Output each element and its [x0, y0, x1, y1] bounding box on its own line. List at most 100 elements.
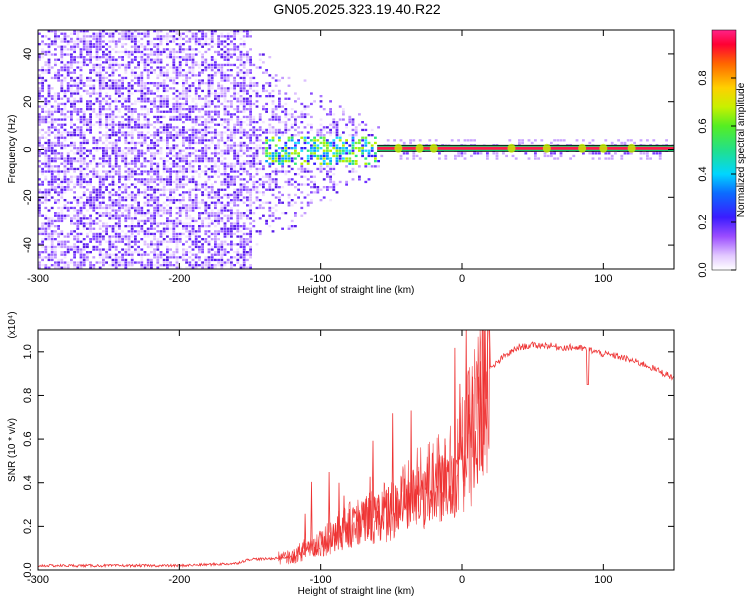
heat-cell	[294, 225, 297, 228]
heat-cell	[60, 147, 64, 150]
heat-cell	[57, 183, 60, 186]
heat-cell	[121, 92, 124, 95]
heat-cell	[70, 188, 73, 191]
heat-cell	[246, 227, 249, 230]
heat-cell	[252, 162, 256, 165]
heat-cell	[207, 157, 211, 160]
heat-cell	[434, 139, 438, 142]
heat-cell	[172, 139, 176, 142]
heat-cell	[156, 66, 160, 69]
heat-cell	[290, 199, 294, 202]
heat-cell	[262, 121, 265, 124]
heat-cell	[246, 100, 249, 103]
heat-cell	[172, 40, 176, 43]
heat-cell	[207, 167, 211, 171]
heat-cell	[146, 160, 150, 163]
heat-cell	[143, 243, 147, 246]
heat-cell	[82, 123, 86, 126]
heat-cell	[38, 227, 41, 230]
heat-cell	[124, 32, 128, 35]
heat-cell	[242, 43, 246, 46]
heat-cell	[143, 97, 147, 100]
heat-cell	[185, 131, 188, 134]
heat-cell	[226, 100, 230, 103]
heat-cell	[191, 32, 195, 35]
heat-cell	[134, 201, 137, 204]
heat-cell	[111, 58, 115, 61]
heat-cell	[265, 110, 268, 113]
heat-cell	[82, 61, 86, 64]
heat-cell	[166, 170, 169, 173]
heat-cell	[217, 71, 220, 74]
heat-cell	[156, 183, 160, 186]
heat-cell	[316, 191, 320, 194]
heat-cell	[217, 245, 220, 249]
heat-cell	[79, 95, 83, 98]
heat-cell	[118, 152, 121, 155]
heat-cell	[361, 136, 364, 139]
heat-cell	[114, 63, 118, 67]
heat-cell	[255, 206, 259, 210]
heat-cell	[98, 240, 102, 243]
heat-cell	[73, 69, 76, 72]
heat-cell	[47, 69, 51, 72]
heat-cell	[281, 160, 284, 163]
heat-cell	[287, 139, 291, 142]
heat-cell	[239, 53, 243, 56]
heat-cell	[178, 108, 182, 111]
heat-cell	[105, 123, 108, 126]
heat-cell	[47, 126, 51, 129]
heat-cell	[188, 115, 192, 119]
heat-cell	[226, 69, 230, 72]
heat-cell	[550, 141, 553, 145]
heat-cell	[332, 154, 336, 158]
heat-cell	[220, 149, 224, 152]
heat-cell	[310, 201, 313, 204]
heat-cell	[63, 136, 67, 139]
heat-cell	[82, 115, 86, 119]
heat-cell	[249, 248, 252, 251]
heat-cell	[47, 258, 51, 262]
heat-cell	[175, 180, 179, 184]
heat-cell	[108, 212, 112, 215]
heat-cell	[169, 79, 172, 82]
heat-cell	[63, 251, 67, 254]
heat-cell	[185, 217, 188, 220]
heat-cell	[198, 206, 201, 210]
heat-cell	[204, 170, 208, 173]
heat-cell	[41, 238, 44, 241]
heat-cell	[70, 258, 73, 262]
heat-cell	[134, 170, 137, 173]
heat-cell	[223, 162, 227, 165]
heat-cell	[345, 123, 348, 126]
heat-cell	[367, 154, 371, 158]
heat-cell	[335, 154, 339, 158]
heat-cell	[178, 118, 182, 121]
heat-cell	[169, 212, 172, 215]
heat-cell	[214, 214, 217, 217]
heat-cell	[60, 50, 64, 54]
heat-cell	[207, 175, 211, 178]
heat-cell	[201, 245, 204, 249]
heat-cell	[550, 154, 553, 158]
heat-cell	[182, 157, 185, 160]
heat-cell	[226, 235, 230, 238]
heat-cell	[76, 32, 80, 35]
heat-cell	[41, 191, 44, 194]
heat-cell	[63, 162, 67, 165]
heat-cell	[246, 149, 249, 152]
heat-cell	[214, 113, 217, 116]
heat-cell	[143, 84, 147, 87]
heat-cell	[108, 105, 112, 108]
heat-cell	[124, 191, 128, 194]
heat-cell	[63, 32, 67, 35]
heat-cell	[60, 110, 64, 113]
heat-cell	[214, 147, 217, 150]
heat-cell	[146, 58, 150, 61]
heat-cell	[217, 53, 220, 56]
heat-cell	[114, 225, 118, 228]
heat-cell	[201, 134, 204, 137]
heat-cell	[57, 178, 60, 181]
heat-cell	[175, 136, 179, 139]
heat-cell	[44, 245, 48, 249]
